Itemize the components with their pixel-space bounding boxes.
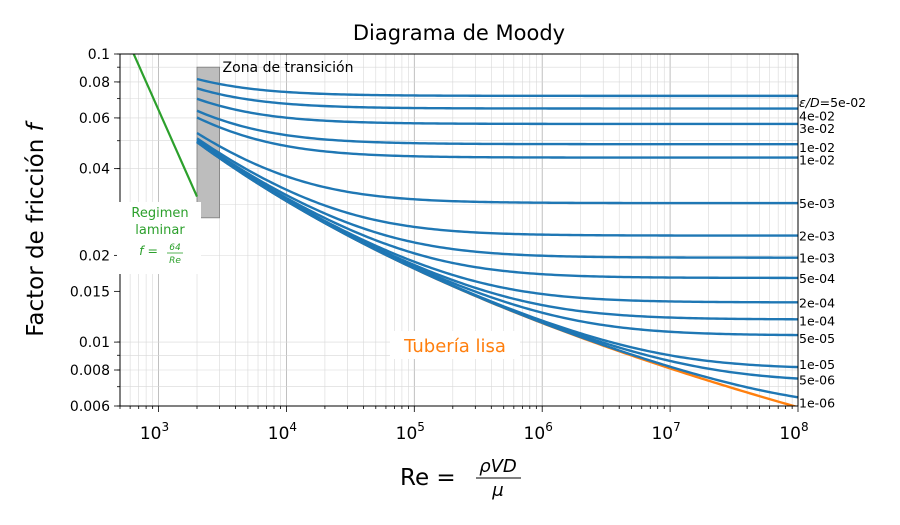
roughness-curve bbox=[196, 87, 798, 110]
laminar-formula-numerator: 64 bbox=[169, 243, 181, 253]
x-tick-label: 106 bbox=[524, 420, 553, 444]
y-axis-label-variable: f bbox=[23, 120, 49, 131]
roughness-label: 1e-06 bbox=[799, 395, 835, 410]
roughness-label-value: 5e-05 bbox=[799, 331, 835, 346]
x-tick-label: 107 bbox=[651, 420, 680, 444]
smooth-pipe-label: Tubería lisa bbox=[403, 336, 506, 357]
roughness-label: 1e-05 bbox=[799, 357, 835, 372]
roughness-curve bbox=[196, 137, 798, 237]
roughness-label-value: 4e-02 bbox=[799, 109, 835, 124]
x-tick-base: 10 bbox=[524, 424, 546, 444]
roughness-curve bbox=[196, 109, 798, 146]
y-tick-label: 0.006 bbox=[70, 399, 110, 415]
y-tick-label: 0.02 bbox=[79, 248, 110, 264]
roughness-label-value: 1e-03 bbox=[799, 251, 835, 266]
y-axis-label-text: Factor de fricción bbox=[23, 131, 49, 336]
roughness-label-value: 1e-05 bbox=[799, 357, 835, 372]
y-axis-label: Factor de fricción f bbox=[23, 120, 49, 336]
roughness-label: 1e-02 bbox=[799, 153, 835, 168]
x-tick-base: 10 bbox=[779, 424, 801, 444]
roughness-label-value: 5e-03 bbox=[799, 196, 835, 211]
roughness-label: 5e-06 bbox=[799, 373, 835, 388]
x-tick-label: 108 bbox=[779, 420, 808, 444]
x-tick-exponent: 7 bbox=[673, 420, 681, 434]
roughness-label-value: 3e-02 bbox=[799, 121, 835, 136]
roughness-label: 5e-03 bbox=[799, 196, 835, 211]
plot-area bbox=[132, 54, 798, 406]
x-tick-base: 10 bbox=[396, 424, 418, 444]
roughness-label-prefix: ε/D= bbox=[799, 95, 830, 110]
roughness-label-value: 1e-06 bbox=[799, 395, 835, 410]
x-tick-exponent: 8 bbox=[801, 420, 809, 434]
x-tick-exponent: 6 bbox=[545, 420, 553, 434]
roughness-curve bbox=[196, 140, 798, 280]
laminar-label-line2: laminar bbox=[135, 223, 185, 238]
laminar-annotation: Regimen laminar f = 64 Re bbox=[117, 202, 201, 274]
laminar-formula-denominator: Re bbox=[169, 256, 181, 266]
roughness-label: 2e-04 bbox=[799, 295, 835, 310]
y-tick-label: 0.06 bbox=[79, 111, 110, 127]
roughness-label: 4e-02 bbox=[799, 109, 835, 124]
x-axis-label-prefix: Re = bbox=[400, 465, 456, 491]
roughness-curve bbox=[196, 139, 798, 259]
laminar-line bbox=[132, 54, 199, 198]
laminar-label-line1: Regimen bbox=[131, 206, 188, 221]
roughness-curve bbox=[196, 141, 798, 399]
roughness-curve bbox=[196, 97, 798, 126]
roughness-curve bbox=[196, 131, 798, 205]
y-tick-label: 0.04 bbox=[79, 162, 110, 178]
roughness-label: 1e-04 bbox=[799, 313, 835, 328]
x-tick-exponent: 5 bbox=[417, 420, 425, 434]
x-axis-label: Re = ρVD μ bbox=[400, 456, 521, 501]
roughness-curve bbox=[196, 116, 798, 159]
y-tick-label: 0.08 bbox=[79, 75, 110, 91]
roughness-label-value: 1e-04 bbox=[799, 313, 835, 328]
laminar-label-box bbox=[117, 202, 201, 274]
roughness-label: 1e-03 bbox=[799, 251, 835, 266]
y-tick-label: 0.01 bbox=[79, 335, 110, 351]
roughness-label-value: 5e-06 bbox=[799, 373, 835, 388]
x-tick-base: 10 bbox=[651, 424, 673, 444]
laminar-formula-lhs: f = bbox=[139, 243, 158, 258]
chart-title: Diagrama de Moody bbox=[353, 21, 565, 45]
x-tick-exponent: 3 bbox=[162, 420, 170, 434]
roughness-label-value: 1e-02 bbox=[799, 153, 835, 168]
y-tick-label: 0.1 bbox=[88, 47, 110, 63]
roughness-label-value: 2e-03 bbox=[799, 229, 835, 244]
x-tick-exponent: 4 bbox=[289, 420, 297, 434]
roughness-label: 5e-04 bbox=[799, 271, 835, 286]
roughness-label-value: 5e-02 bbox=[830, 95, 866, 110]
x-tick-label: 103 bbox=[140, 420, 169, 444]
x-axis-label-denominator: μ bbox=[491, 480, 503, 501]
x-axis-label-numerator: ρVD bbox=[479, 456, 517, 477]
transition-zone-label: Zona de transición bbox=[223, 60, 354, 76]
roughness-label: 1e-02 bbox=[799, 140, 835, 155]
roughness-label: 2e-03 bbox=[799, 229, 835, 244]
x-tick-label: 105 bbox=[396, 420, 425, 444]
x-tick-label: 104 bbox=[268, 420, 297, 444]
roughness-label-value: 5e-04 bbox=[799, 271, 835, 286]
roughness-curve bbox=[196, 77, 798, 98]
x-tick-base: 10 bbox=[268, 424, 290, 444]
x-tick-base: 10 bbox=[140, 424, 162, 444]
roughness-label: 5e-05 bbox=[799, 331, 835, 346]
smooth-pipe-annotation: Tubería lisa bbox=[390, 331, 520, 359]
roughness-label-value: 1e-02 bbox=[799, 140, 835, 155]
roughness-label: 3e-02 bbox=[799, 121, 835, 136]
roughness-label: ε/D=5e-02 bbox=[799, 95, 866, 110]
smooth-pipe-label-box bbox=[390, 331, 520, 359]
roughness-label-value: 2e-04 bbox=[799, 295, 835, 310]
axis-ticks: 0.1 0.08 0.06 0.04 0.02 0.015 0.01 0.008 0.006 10… bbox=[70, 47, 809, 444]
y-tick-label: 0.015 bbox=[70, 284, 110, 300]
y-tick-label: 0.008 bbox=[70, 363, 110, 379]
